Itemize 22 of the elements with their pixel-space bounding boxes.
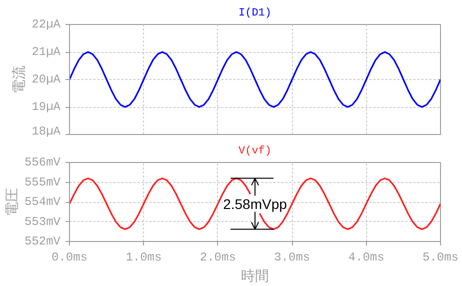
y-tick-label: 19µA — [32, 100, 62, 114]
x-tick-label: 4.0ms — [348, 250, 384, 264]
chart-title: I(D1) — [238, 8, 272, 20]
y-tick-label: 20µA — [32, 72, 62, 86]
x-tick-label: 5.0ms — [422, 250, 459, 264]
y-axis-title: 電流 — [10, 66, 27, 94]
y-tick-label: 553mV — [24, 214, 62, 229]
y-tick-label: 554mV — [24, 195, 62, 209]
y-tick-label: 22µA — [32, 18, 62, 32]
x-tick-label: 1.0ms — [126, 250, 162, 264]
y-tick-label: 18µA — [32, 124, 62, 138]
y-tick-label: 21µA — [32, 45, 62, 59]
x-tick-label: 3.0ms — [274, 250, 310, 264]
annotation: 2.58mVpp — [223, 196, 288, 212]
x-tick-label: 0.0ms — [51, 250, 88, 264]
y-tick-label: 552mV — [24, 234, 62, 248]
chart-title: V(vf) — [238, 146, 272, 158]
y-axis-title: 電圧 — [3, 188, 20, 216]
y-tick-label: 556mV — [24, 156, 62, 170]
x-axis-title: 時間 — [241, 268, 269, 284]
y-tick-label: 555mV — [24, 175, 62, 190]
x-tick-label: 2.0ms — [200, 250, 236, 264]
